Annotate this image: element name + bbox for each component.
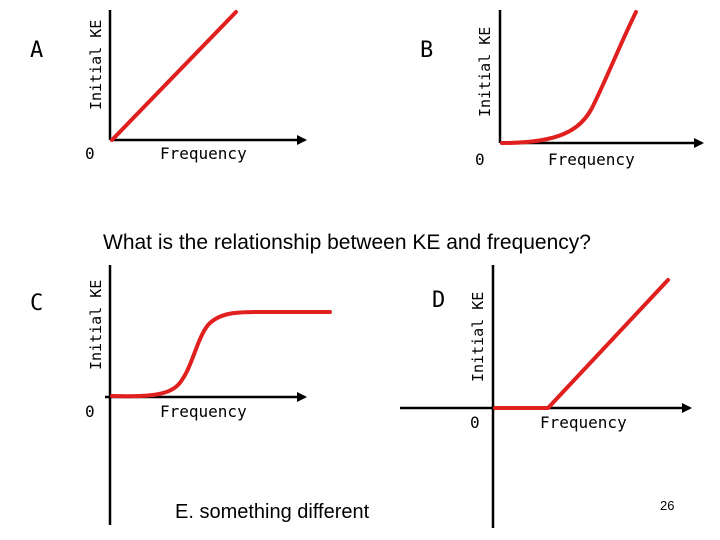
graph-a-curve bbox=[110, 10, 238, 142]
graph-b-curve bbox=[500, 10, 638, 145]
graph-c-ylabel: Initial KE bbox=[87, 280, 105, 370]
graph-b-xlabel: Frequency bbox=[548, 150, 635, 169]
graph-d-letter: D bbox=[432, 288, 445, 313]
graph-a-ylabel: Initial KE bbox=[87, 20, 105, 110]
graph-d-origin: 0 bbox=[470, 413, 480, 432]
graph-a: A Initial KE Frequency 0 bbox=[30, 10, 307, 163]
graph-c: C Initial KE Frequency 0 bbox=[30, 265, 332, 525]
graph-c-origin: 0 bbox=[85, 402, 95, 421]
option-e-text: E. something different bbox=[175, 501, 370, 523]
question-text: What is the relationship between KE and … bbox=[103, 231, 591, 254]
graph-b: B Initial KE Frequency 0 bbox=[420, 10, 704, 169]
graph-b-origin: 0 bbox=[475, 150, 485, 169]
page-number: 26 bbox=[660, 498, 674, 513]
graph-b-ylabel: Initial KE bbox=[476, 27, 494, 117]
graph-a-xlabel: Frequency bbox=[160, 144, 247, 163]
graph-a-letter: A bbox=[30, 38, 43, 63]
graph-c-xlabel: Frequency bbox=[160, 402, 247, 421]
graph-d-curve bbox=[493, 278, 670, 410]
graph-c-letter: C bbox=[30, 291, 43, 316]
graph-d-ylabel: Initial KE bbox=[469, 292, 487, 382]
graph-b-letter: B bbox=[420, 38, 433, 63]
graph-a-origin: 0 bbox=[85, 144, 95, 163]
graph-c-curve bbox=[110, 310, 332, 399]
graph-d-xlabel: Frequency bbox=[540, 413, 627, 432]
graph-d: D Initial KE Frequency 0 bbox=[400, 265, 692, 528]
